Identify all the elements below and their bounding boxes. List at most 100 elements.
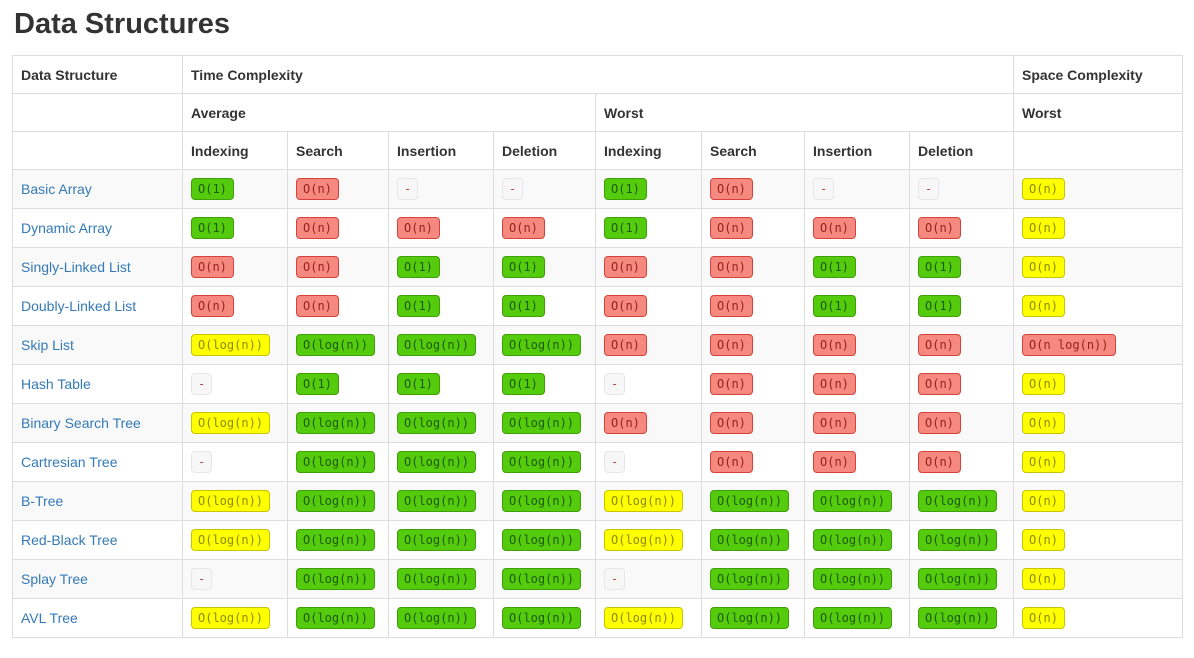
complexity-cell: O(log(n)) xyxy=(287,442,389,482)
data-structure-link[interactable]: Basic Array xyxy=(21,181,92,197)
data-structure-cell: Red-Black Tree xyxy=(12,520,183,560)
complexity-cell: O(log(n)) xyxy=(388,403,494,443)
complexity-badge-green: O(log(n)) xyxy=(813,529,893,551)
table-header: Data Structure Time Complexity Space Com… xyxy=(12,55,1184,170)
complexity-cell: O(n) xyxy=(908,403,1015,443)
complexity-cell: O(1) xyxy=(182,169,288,209)
complexity-cell: O(log(n)) xyxy=(493,520,596,560)
data-structure-link[interactable]: Red-Black Tree xyxy=(21,532,118,548)
data-structure-link[interactable]: Skip List xyxy=(21,337,74,353)
header-row-case: Average Worst Worst xyxy=(12,93,1184,132)
complexity-cell: O(n) xyxy=(1013,442,1184,482)
page-title: Data Structures xyxy=(14,8,230,40)
complexity-badge-green: O(log(n)) xyxy=(710,568,790,590)
complexity-badge-red: O(n) xyxy=(604,334,647,356)
empty-header-cell xyxy=(12,93,183,132)
complexity-badge-green: O(log(n)) xyxy=(918,568,998,590)
complexity-cell: O(n) xyxy=(1013,286,1184,326)
complexity-cell: O(log(n)) xyxy=(908,520,1015,560)
complexity-badge-gray: - xyxy=(191,373,213,395)
complexity-badge-green: O(log(n)) xyxy=(296,412,376,434)
complexity-cell: O(1) xyxy=(908,247,1015,287)
table-row: B-Tree O(log(n)) O(log(n)) O(log(n)) O(log(n… xyxy=(12,481,1184,521)
data-structure-link[interactable]: Doubly-Linked List xyxy=(21,298,137,314)
complexity-cell: O(log(n)) xyxy=(182,325,288,365)
complexity-cell: O(log(n)) xyxy=(182,598,288,638)
complexity-cell: O(log(n)) xyxy=(388,481,494,521)
complexity-cell: O(n) xyxy=(1013,364,1184,404)
complexity-cell: O(n) xyxy=(701,286,805,326)
data-structure-link[interactable]: B-Tree xyxy=(21,493,64,509)
data-structure-cell: Cartresian Tree xyxy=(12,442,183,482)
complexity-badge-yellow: O(log(n)) xyxy=(604,607,684,629)
complexity-badge-green: O(1) xyxy=(502,295,545,317)
complexity-cell: - xyxy=(388,169,494,209)
complexity-cell: O(n) xyxy=(804,364,910,404)
data-structure-link[interactable]: Hash Table xyxy=(21,376,91,392)
table-row: Singly-Linked List O(n) O(n) O(1) O(1) O(n) O(… xyxy=(12,247,1184,287)
complexity-badge-green: O(log(n)) xyxy=(710,490,790,512)
header-space-worst: Worst xyxy=(1013,93,1184,132)
header-data-structure: Data Structure xyxy=(12,55,183,94)
complexity-cell: O(log(n)) xyxy=(908,598,1015,638)
complexity-badge-red: O(n) xyxy=(710,217,753,239)
complexity-cell: O(n) xyxy=(287,208,389,248)
complexity-cell: O(log(n)) xyxy=(388,559,494,599)
complexity-cell: O(log(n)) xyxy=(804,481,910,521)
complexity-cell: - xyxy=(182,442,288,482)
complexity-cell: O(1) xyxy=(908,286,1015,326)
complexity-badge-red: O(n) xyxy=(191,295,234,317)
complexity-badge-red: O(n) xyxy=(296,178,339,200)
table-row: Basic Array O(1) O(n) - - O(1) O(n) - - O(n) xyxy=(12,169,1184,209)
complexity-badge-gray: - xyxy=(918,178,940,200)
complexity-cell: O(n) xyxy=(701,169,805,209)
complexity-cell: O(log(n)) xyxy=(287,325,389,365)
complexity-cell: O(log(n)) xyxy=(388,598,494,638)
table-row: Doubly-Linked List O(n) O(n) O(1) O(1) O(n) O(… xyxy=(12,286,1184,326)
complexity-cell: O(n) xyxy=(701,442,805,482)
complexity-cell: O(1) xyxy=(804,286,910,326)
complexity-cell: O(n) xyxy=(908,442,1015,482)
complexity-badge-green: O(1) xyxy=(191,178,234,200)
complexity-badge-green: O(log(n)) xyxy=(502,451,582,473)
complexity-cell: O(1) xyxy=(388,247,494,287)
data-structure-link[interactable]: AVL Tree xyxy=(21,610,78,626)
complexity-badge-yellow: O(n) xyxy=(1022,217,1065,239)
complexity-cell: O(1) xyxy=(287,364,389,404)
complexity-cell: - xyxy=(182,364,288,404)
complexity-cell: O(log(n)) xyxy=(804,598,910,638)
header-average: Average xyxy=(182,93,596,132)
complexity-badge-green: O(log(n)) xyxy=(710,529,790,551)
data-structure-cell: AVL Tree xyxy=(12,598,183,638)
complexity-badge-green: O(log(n)) xyxy=(813,490,893,512)
complexity-cell: O(n) xyxy=(493,208,596,248)
complexity-badge-green: O(log(n)) xyxy=(918,529,998,551)
data-structure-link[interactable]: Singly-Linked List xyxy=(21,259,131,275)
complexity-badge-green: O(log(n)) xyxy=(502,568,582,590)
complexity-cell: O(n) xyxy=(908,325,1015,365)
data-structure-link[interactable]: Splay Tree xyxy=(21,571,88,587)
complexity-cell: O(n) xyxy=(908,208,1015,248)
complexity-cell: O(n) xyxy=(1013,559,1184,599)
data-structures-table: Data Structure Time Complexity Space Com… xyxy=(12,55,1184,638)
complexity-badge-red: O(n) xyxy=(604,412,647,434)
data-structure-link[interactable]: Binary Search Tree xyxy=(21,415,141,431)
header-time-complexity: Time Complexity xyxy=(181,55,1015,94)
data-structure-link[interactable]: Dynamic Array xyxy=(21,220,113,236)
complexity-badge-red: O(n) xyxy=(813,334,856,356)
complexity-cell: O(log(n)) xyxy=(493,325,596,365)
complexity-cell: O(n) xyxy=(701,247,805,287)
complexity-cell: O(n) xyxy=(1013,598,1184,638)
complexity-cell: O(n) xyxy=(701,403,805,443)
header-worst-search: Search xyxy=(701,131,805,170)
header-avg-deletion: Deletion xyxy=(493,131,596,170)
complexity-badge-red: O(n) xyxy=(710,178,753,200)
complexity-cell: O(n) xyxy=(1013,520,1184,560)
table-body: Basic Array O(1) O(n) - - O(1) O(n) - - O(n) Dynam… xyxy=(12,169,1184,638)
complexity-cell: O(log(n)) xyxy=(595,598,702,638)
complexity-cell: O(1) xyxy=(493,247,596,287)
data-structure-cell: Binary Search Tree xyxy=(12,403,183,443)
data-structure-link[interactable]: Cartresian Tree xyxy=(21,454,118,470)
complexity-badge-yellow: O(log(n)) xyxy=(604,529,684,551)
